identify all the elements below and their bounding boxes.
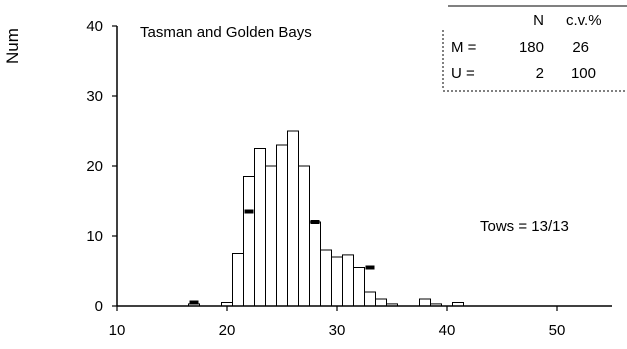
summary-row-u-label: U =	[451, 65, 475, 82]
y-tick-label: 40	[86, 18, 103, 35]
x-tick-label: 20	[219, 322, 236, 339]
summary-header-cv: c.v.%	[566, 12, 602, 29]
summary-row-u-cv: 100	[571, 65, 596, 82]
y-tick-label: 20	[86, 158, 103, 175]
summary-row-m-n: 180	[519, 39, 544, 56]
bar-u	[189, 300, 199, 305]
chart-title: Tasman and Golden Bays	[140, 24, 312, 41]
bar-m	[254, 148, 266, 307]
x-tick-label: 10	[109, 322, 126, 339]
y-tick-label: 0	[95, 298, 103, 315]
summary-row-m-cv: 26	[572, 39, 589, 56]
summary-header-n: N	[533, 12, 544, 29]
series-m-bars	[188, 130, 464, 307]
bar-m	[419, 298, 431, 307]
bar-m	[287, 130, 299, 307]
bar-m	[243, 176, 255, 307]
bar-m	[309, 221, 321, 307]
y-axis-label: Num	[3, 28, 22, 64]
bar-m	[430, 303, 442, 307]
x-tick-label: 30	[329, 322, 346, 339]
bar-m	[342, 254, 354, 307]
bar-m	[298, 165, 310, 307]
bar-m	[265, 165, 277, 307]
series-u-bars	[189, 209, 375, 305]
summary-row-u-n: 2	[536, 65, 544, 82]
bar-m	[452, 302, 464, 307]
bar-m	[232, 253, 244, 307]
y-tick-labels: 0 10 20 30 40	[86, 18, 103, 315]
bar-u	[244, 209, 254, 214]
summary-row-m-label: M =	[451, 39, 477, 56]
bar-m	[375, 298, 387, 307]
bar-u	[365, 265, 375, 270]
bar-m	[331, 256, 343, 307]
bar-m	[353, 267, 365, 307]
x-tick-label: 50	[549, 322, 566, 339]
bar-m	[364, 291, 376, 307]
x-tick-label: 40	[439, 322, 456, 339]
y-tick-label: 30	[86, 88, 103, 105]
tows-annotation: Tows = 13/13	[480, 218, 569, 235]
bar-u	[310, 220, 320, 224]
y-tick-label: 10	[86, 228, 103, 245]
bar-m	[320, 249, 332, 307]
x-tick-labels: 10 20 30 40 50	[109, 322, 566, 339]
bar-m	[276, 144, 288, 307]
summary-table: N c.v.% M = 180 26 U = 2 100	[442, 5, 627, 92]
bar-m	[386, 303, 398, 307]
